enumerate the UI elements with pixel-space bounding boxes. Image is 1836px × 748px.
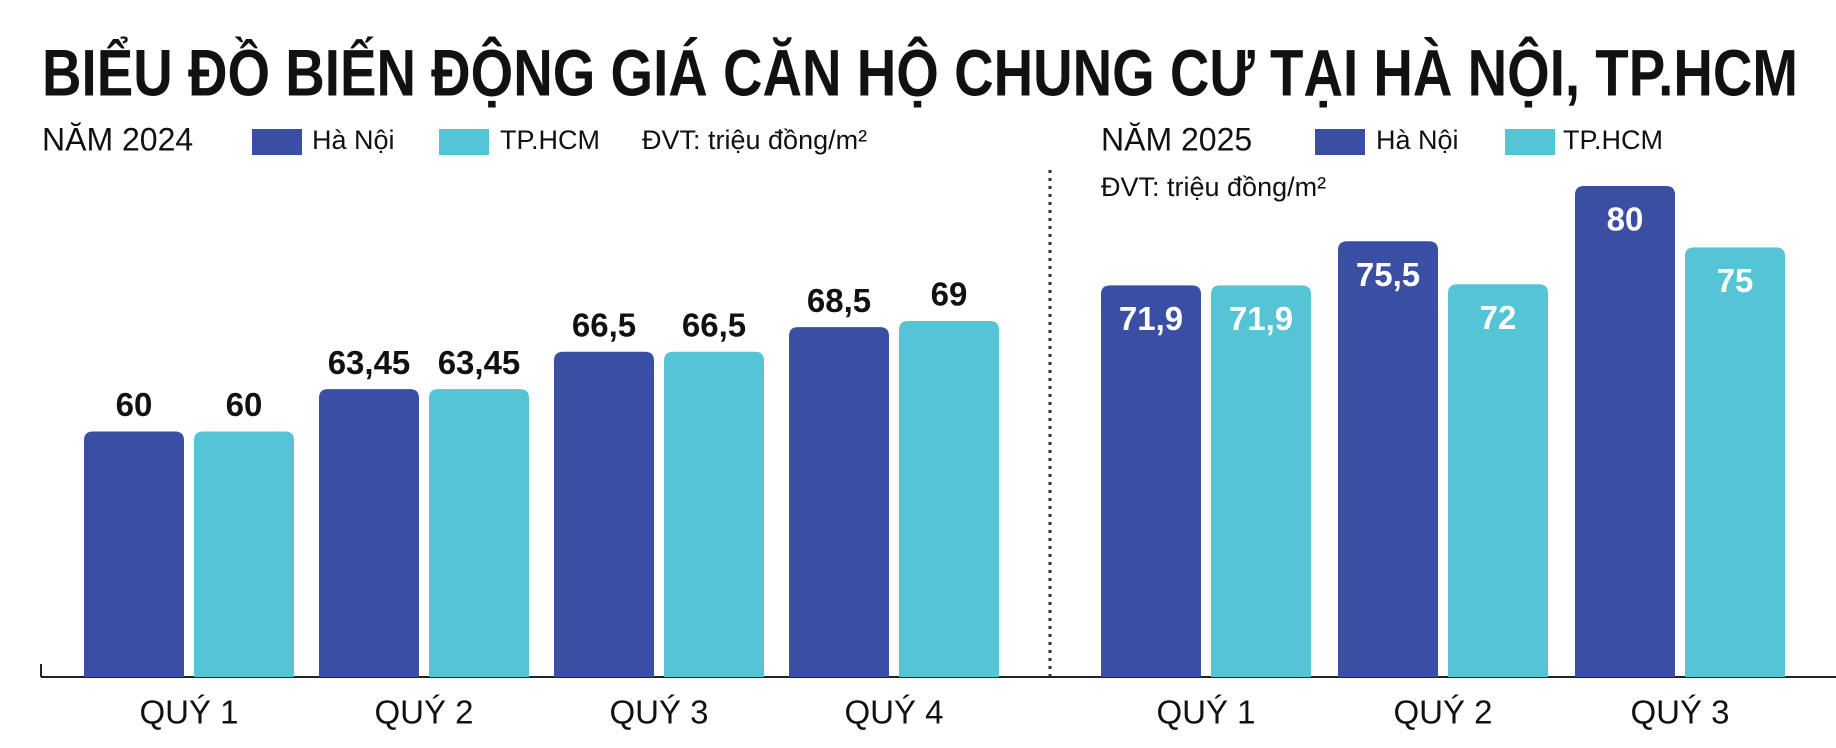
x-tick-label: QUÝ 1: [1156, 694, 1255, 731]
value-label: 75: [1717, 262, 1754, 299]
unit-label: ĐVT: triệu đồng/m²: [1101, 172, 1326, 202]
subtitle: NĂM 2024: [42, 121, 193, 157]
bar: [789, 327, 889, 677]
bar: [194, 431, 294, 677]
x-tick-label: QUÝ 3: [1630, 694, 1729, 731]
value-label: 71,9: [1229, 300, 1293, 337]
legend-swatch: [1505, 129, 1555, 155]
value-label: 69: [931, 276, 968, 313]
value-label: 71,9: [1119, 300, 1183, 337]
x-tick-label: QUÝ 2: [374, 694, 473, 731]
bar: [1448, 284, 1548, 677]
legend-swatch: [1315, 129, 1365, 155]
bar: [1101, 285, 1201, 677]
bar: [664, 351, 764, 677]
legend-swatch: [252, 129, 302, 155]
bar: [429, 389, 529, 677]
bar: [1685, 247, 1785, 677]
legend-label: Hà Nội: [312, 125, 395, 155]
value-label: 60: [116, 386, 153, 423]
x-tick-label: QUÝ 2: [1393, 694, 1492, 731]
value-label: 66,5: [682, 306, 746, 343]
x-tick-label: QUÝ 3: [609, 694, 708, 731]
x-tick-label: QUÝ 4: [844, 694, 943, 731]
bar: [554, 351, 654, 677]
bar: [899, 321, 999, 677]
bar: [1338, 241, 1438, 678]
subtitle: NĂM 2025: [1101, 121, 1252, 157]
bar: [319, 389, 419, 677]
value-label: 68,5: [807, 282, 871, 319]
title: BIỂU ĐỒ BIẾN ĐỘNG GIÁ CĂN HỘ CHUNG CƯ TẠ…: [42, 35, 1798, 109]
value-label: 72: [1480, 299, 1517, 336]
bar: [84, 431, 184, 677]
bar: [1211, 285, 1311, 677]
value-label: 66,5: [572, 306, 636, 343]
value-label: 63,45: [438, 344, 521, 381]
bar: [1575, 186, 1675, 677]
value-label: 60: [226, 386, 263, 423]
value-label: 75,5: [1356, 256, 1420, 293]
legend-swatch: [439, 129, 489, 155]
legend-label: TP.HCM: [500, 125, 600, 155]
value-label: 80: [1607, 201, 1644, 238]
x-tick-label: QUÝ 1: [139, 694, 238, 731]
value-label: 63,45: [328, 344, 411, 381]
legend-label: Hà Nội: [1376, 125, 1459, 155]
unit-label: ĐVT: triệu đồng/m²: [642, 125, 867, 155]
legend-label: TP.HCM: [1563, 125, 1663, 155]
